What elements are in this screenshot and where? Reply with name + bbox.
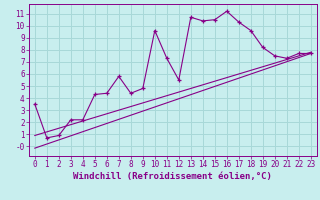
X-axis label: Windchill (Refroidissement éolien,°C): Windchill (Refroidissement éolien,°C) (73, 172, 272, 181)
